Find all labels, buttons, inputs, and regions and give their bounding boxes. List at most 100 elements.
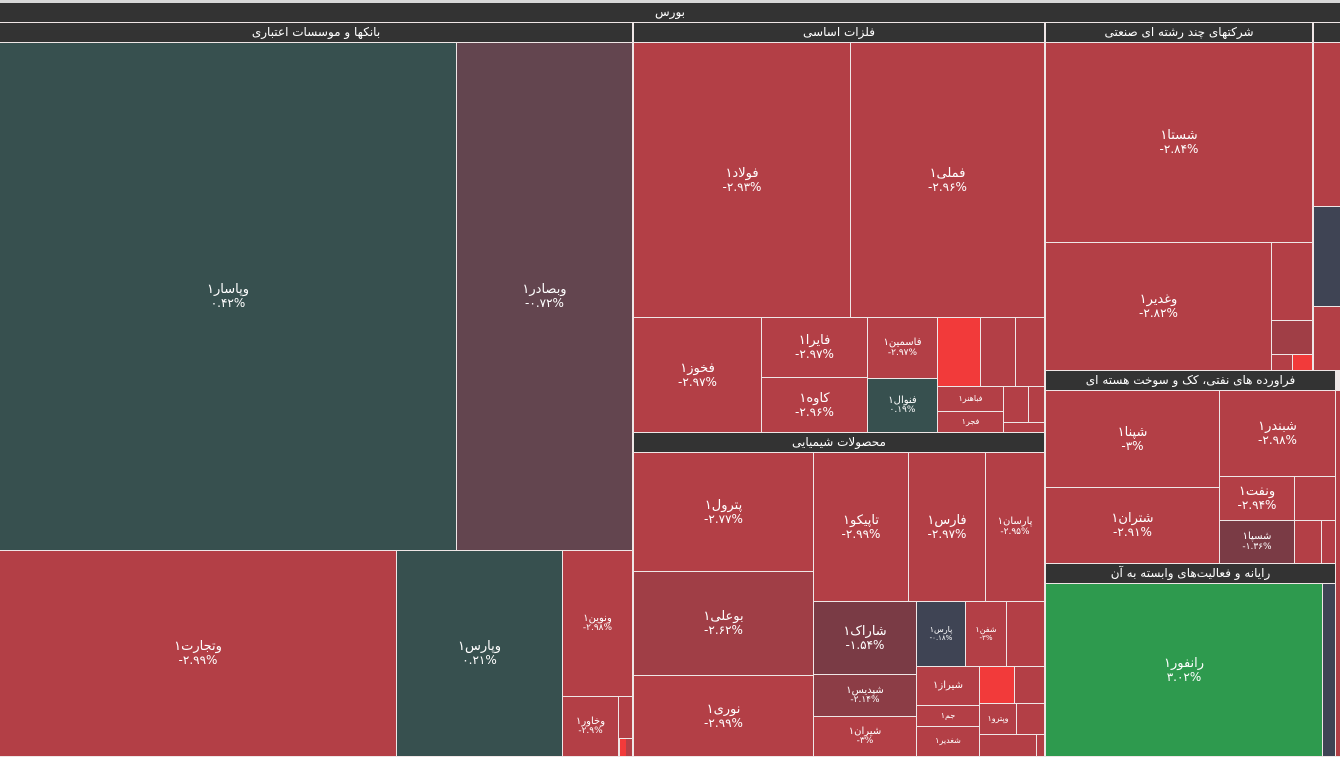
stock-change: ۰.۴۲% <box>210 296 246 311</box>
stock-tile-small[interactable] <box>1037 735 1044 756</box>
stock-change: -۲.۹۹% <box>178 653 218 668</box>
stock-tile-small[interactable] <box>1293 355 1312 370</box>
stock-tile[interactable]: فجر۱ <box>938 412 1003 432</box>
treemap: بورس بانکها و موسسات اعتباری فلزات اساسی شر… <box>0 3 1340 757</box>
stock-tile[interactable]: وبصادر۱ -۰.۷۲% <box>457 43 632 550</box>
stock-tile[interactable]: ونوین۱ -۲.۹۸% <box>563 551 632 696</box>
stock-tile-small[interactable] <box>1322 521 1335 563</box>
stock-tile[interactable]: وپاسار۱ ۰.۴۲% <box>0 43 456 550</box>
stock-tile[interactable]: فملی۱ -۲.۹۶% <box>851 43 1044 317</box>
stock-tile[interactable]: پارسان۱ -۲.۹۵% <box>986 453 1044 601</box>
stock-tile[interactable]: شیراز۱ <box>917 667 979 705</box>
stock-tile[interactable]: شپنا۱ -۳% <box>1046 391 1219 487</box>
stock-tile-small[interactable] <box>1007 602 1044 666</box>
stock-tile[interactable]: فارس۱ -۲.۹۷% <box>909 453 985 601</box>
stock-symbol: فنوال۱ <box>888 394 917 406</box>
stock-tile-small[interactable] <box>1314 43 1340 206</box>
stock-change: -۲.۹۵% <box>1000 526 1030 537</box>
stock-tile-small[interactable] <box>1016 318 1044 386</box>
stock-symbol: شغدیر۱ <box>935 736 961 746</box>
stock-tile-small[interactable] <box>1017 704 1044 734</box>
stock-symbol: فارس۱ <box>927 512 967 528</box>
sector-header-chemicals[interactable]: محصولات شیمیایی <box>634 433 1044 452</box>
stock-tile-small[interactable] <box>1004 387 1028 422</box>
stock-symbol: پارس۱ <box>929 625 953 635</box>
stock-tile-small[interactable] <box>981 318 1015 386</box>
stock-symbol: شیران۱ <box>848 725 882 737</box>
stock-tile[interactable]: شغدیر۱ <box>917 727 979 756</box>
stock-tile[interactable]: تاپیکو۱ -۲.۹۹% <box>814 453 908 601</box>
stock-tile-small[interactable] <box>980 735 1036 756</box>
stock-symbol: فجر۱ <box>961 416 980 426</box>
stock-tile-small[interactable] <box>1004 423 1044 432</box>
stock-symbol: شستا۱ <box>1160 128 1198 144</box>
stock-tile-small[interactable] <box>1272 355 1292 370</box>
stock-tile[interactable]: فاسمین۱ -۲.۹۷% <box>868 318 937 378</box>
stock-tile[interactable]: نوری۱ -۲.۹۹% <box>634 676 813 756</box>
sector-header-multi[interactable]: شرکتهای چند رشته ای صنعتی <box>1046 23 1312 42</box>
stock-tile[interactable]: شپدیس۱ -۲.۱۴% <box>814 675 916 716</box>
stock-tile-small[interactable] <box>620 739 626 756</box>
stock-tile-small[interactable] <box>1295 521 1321 563</box>
stock-change: -۲.۷۷% <box>704 511 743 526</box>
stock-symbol: شفن۱ <box>975 625 997 635</box>
stock-tile-small[interactable] <box>1029 387 1044 422</box>
stock-tile[interactable]: فخوز۱ -۲.۹۷% <box>634 318 761 432</box>
stock-symbol: فایرا۱ <box>798 333 831 349</box>
stock-symbol: وپترو۱ <box>987 713 1009 723</box>
stock-tile[interactable]: پارس۱ -۰.۱۸% <box>917 602 965 666</box>
stock-tile[interactable]: فایرا۱ -۲.۹۷% <box>762 318 867 377</box>
stock-change: -۲.۹۴% <box>1237 498 1277 513</box>
stock-tile-small[interactable] <box>1314 307 1340 370</box>
stock-symbol: وتجارت۱ <box>174 639 222 655</box>
stock-tile[interactable]: فنوال۱ ۰.۱۹% <box>868 379 937 432</box>
sector-header-it[interactable]: رایانه و فعالیت‌های وابسته به آن <box>1046 564 1335 583</box>
stock-tile-small[interactable] <box>626 739 632 756</box>
stock-tile[interactable]: بوعلی۱ -۲.۶۲% <box>634 572 813 675</box>
stock-tile-small[interactable] <box>980 667 1014 703</box>
stock-symbol: وپاسار۱ <box>207 282 249 298</box>
stock-tile[interactable]: شستا۱ -۲.۸۴% <box>1046 43 1312 242</box>
stock-tile[interactable]: شتران۱ -۲.۹۱% <box>1046 488 1219 563</box>
stock-tile[interactable]: رانفور۱ ۳.۰۲% <box>1046 584 1322 756</box>
stock-tile[interactable]: وخاور۱ -۲.۹% <box>563 697 618 756</box>
stock-symbol: کاوه۱ <box>799 390 830 406</box>
sector-header-banks[interactable]: بانکها و موسسات اعتباری <box>0 23 632 42</box>
stock-change: ۰.۲۱% <box>462 653 497 668</box>
stock-tile-small[interactable] <box>1295 477 1335 520</box>
stock-tile-small[interactable] <box>1323 584 1335 756</box>
stock-tile-small[interactable] <box>1314 207 1340 306</box>
stock-tile-small[interactable] <box>1336 391 1340 756</box>
stock-tile-small[interactable] <box>1272 243 1312 320</box>
stock-symbol: نوری۱ <box>706 701 741 717</box>
stock-symbol: فاسمین۱ <box>883 337 922 349</box>
stock-tile[interactable]: شاراک۱ -۱.۵۴% <box>814 602 916 674</box>
stock-change: -۲.۹۳% <box>722 179 762 194</box>
stock-tile[interactable]: وپارس۱ ۰.۲۱% <box>397 551 562 756</box>
stock-tile-small[interactable] <box>1015 667 1044 703</box>
stock-symbol: وبصادر۱ <box>522 282 567 298</box>
sector-header-extra[interactable] <box>1314 23 1340 42</box>
stock-change: -۲.۹۸% <box>582 623 613 634</box>
stock-tile-small[interactable] <box>619 697 632 738</box>
stock-tile[interactable]: وغدیر۱ -۲.۸۲% <box>1046 243 1271 370</box>
stock-tile[interactable]: وپترو۱ <box>980 704 1016 734</box>
stock-tile[interactable]: شفن۱ -۳% <box>966 602 1006 666</box>
stock-tile-small[interactable] <box>938 318 980 386</box>
stock-tile[interactable]: پترول۱ -۲.۷۷% <box>634 453 813 571</box>
sector-header-oil[interactable]: فراورده های نفتی، کک و سوخت هسته ای <box>1046 371 1335 390</box>
stock-tile[interactable]: شسپا۱ -۱.۳۶% <box>1220 521 1294 563</box>
sector-header-metals[interactable]: فلزات اساسی <box>634 23 1044 42</box>
stock-tile-small[interactable] <box>1272 321 1312 354</box>
stock-change: -۲.۹۷% <box>795 347 834 362</box>
stock-tile[interactable]: کاوه۱ -۲.۹۶% <box>762 378 867 432</box>
root-header[interactable]: بورس <box>0 3 1340 22</box>
stock-tile[interactable]: ونفت۱ -۲.۹۴% <box>1220 477 1294 520</box>
stock-tile[interactable]: شیران۱ -۳% <box>814 717 916 756</box>
stock-tile[interactable]: وتجارت۱ -۲.۹۹% <box>0 551 396 756</box>
stock-tile[interactable]: فولاد۱ -۲.۹۳% <box>634 43 850 317</box>
stock-tile[interactable]: فباهنر۱ <box>938 387 1003 411</box>
stock-change: -۳% <box>1121 438 1144 453</box>
stock-tile[interactable]: شبندر۱ -۲.۹۸% <box>1220 391 1335 476</box>
stock-tile[interactable]: جم۱ <box>917 706 979 726</box>
